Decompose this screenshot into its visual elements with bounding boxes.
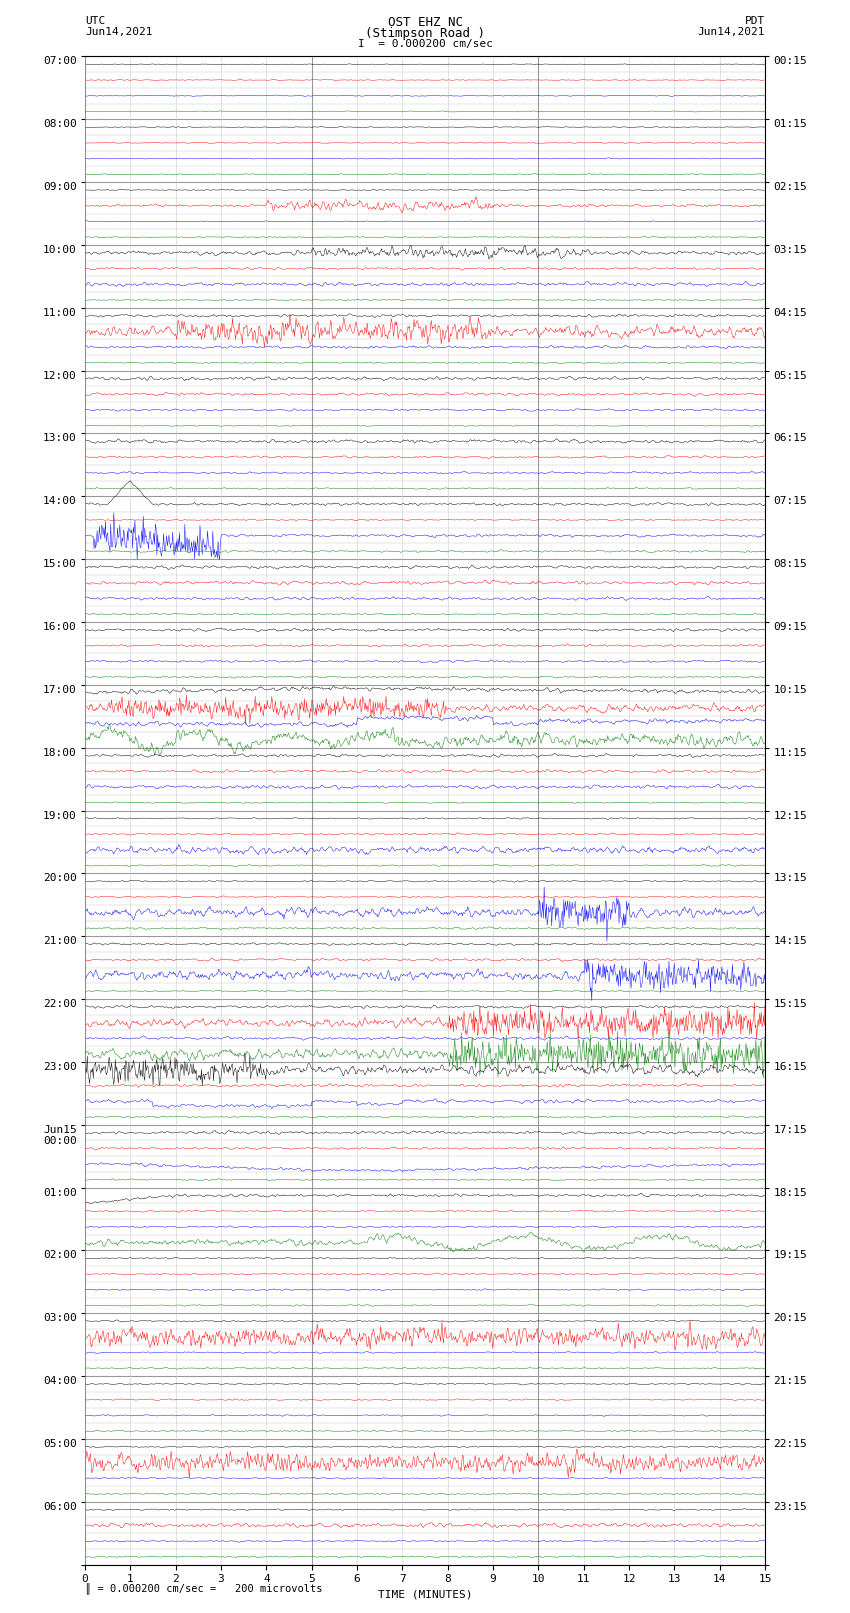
- Text: I  = 0.000200 cm/sec: I = 0.000200 cm/sec: [358, 39, 492, 48]
- Text: OST EHZ NC: OST EHZ NC: [388, 16, 462, 29]
- Text: Jun14,2021: Jun14,2021: [85, 27, 152, 37]
- Text: ║ = 0.000200 cm/sec =   200 microvolts: ║ = 0.000200 cm/sec = 200 microvolts: [85, 1582, 322, 1594]
- Text: UTC: UTC: [85, 16, 105, 26]
- Text: (Stimpson Road ): (Stimpson Road ): [365, 27, 485, 40]
- Text: PDT: PDT: [745, 16, 765, 26]
- X-axis label: TIME (MINUTES): TIME (MINUTES): [377, 1590, 473, 1600]
- Text: Jun14,2021: Jun14,2021: [698, 27, 765, 37]
